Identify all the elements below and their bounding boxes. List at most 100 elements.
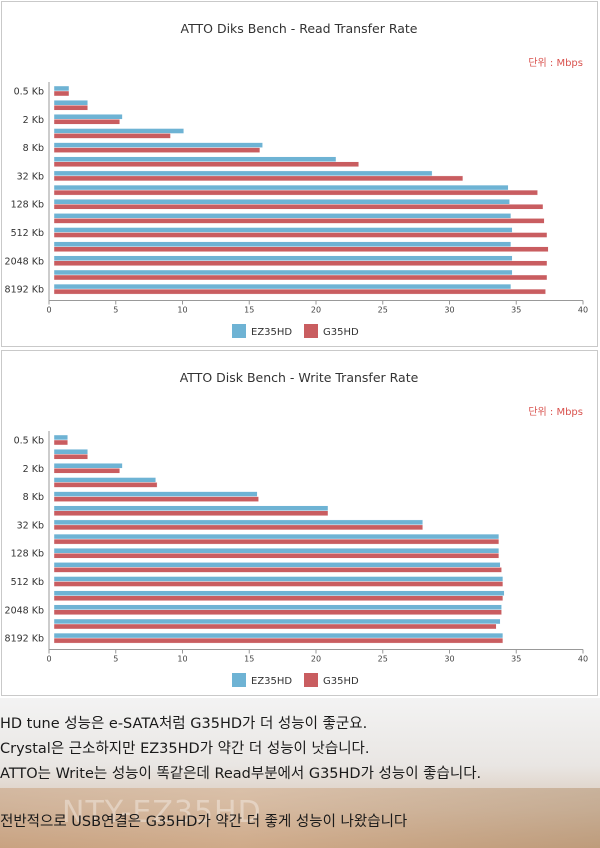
read-bar-ez35hd xyxy=(53,255,513,262)
write-category-tick-label: 2 Kb xyxy=(23,464,44,475)
write-bar-ez35hd xyxy=(53,632,504,639)
write-unit-label: 단위 : Mbps xyxy=(528,405,583,418)
write-category-tick-label: 0.5 Kb xyxy=(14,436,44,447)
note-line-usb-summary: 전반적으로 USB연결은 G35HD가 약간 더 좋게 성능이 나왔습니다 xyxy=(0,814,408,830)
read-bar-ez35hd xyxy=(53,184,509,191)
read-bar-ez35hd xyxy=(53,114,123,120)
read-bar-g35hd xyxy=(53,260,548,266)
write-legend-swatch-ez35hd xyxy=(232,673,246,687)
write-bar-g35hd xyxy=(53,581,504,587)
write-x-tick-label: 15 xyxy=(244,655,254,664)
write-chart-svg: ATTO Disk Bench - Write Transfer Rate 단위 … xyxy=(5,370,588,687)
background-photo: NTY-EZ35HD xyxy=(0,698,600,848)
write-bar-g35hd xyxy=(53,524,423,531)
write-bar-g35hd xyxy=(53,595,504,601)
read-bar-ez35hd xyxy=(53,156,337,163)
read-category-tick-label: 128 Kb xyxy=(11,200,44,211)
read-bar-g35hd xyxy=(53,189,538,196)
note-line-crystal: Crystal은 근소하지만 EZ35HD가 약간 더 성능이 낫습니다. xyxy=(0,741,370,757)
write-bar-ez35hd xyxy=(53,604,502,611)
read-category-tick-label: 2048 Kb xyxy=(5,256,44,267)
write-x-tick-label: 20 xyxy=(311,655,321,664)
read-bar-ez35hd xyxy=(53,241,512,247)
read-chart-title: ATTO Diks Bench - Read Transfer Rate xyxy=(181,21,418,36)
read-category-tick-label: 32 Kb xyxy=(17,171,44,182)
read-bar-ez35hd xyxy=(53,198,510,205)
read-bar-ez35hd xyxy=(53,142,263,148)
write-x-tick-label: 25 xyxy=(378,655,388,664)
read-bar-ez35hd xyxy=(53,128,185,134)
read-bar-g35hd xyxy=(53,175,464,182)
read-x-tick-label: 0 xyxy=(46,306,51,315)
write-category-tick-label: 8192 Kb xyxy=(5,634,44,645)
write-bar-g35hd xyxy=(53,482,158,488)
write-legend-label-g35hd: G35HD xyxy=(323,676,359,687)
read-legend-label-g35hd: G35HD xyxy=(323,327,359,338)
read-transfer-chart: ATTO Diks Bench - Read Transfer Rate 단위 :… xyxy=(1,1,598,347)
write-bar-g35hd xyxy=(53,623,497,630)
read-bar-g35hd xyxy=(53,232,548,238)
read-x-tick-label: 15 xyxy=(244,306,254,315)
write-bar-g35hd xyxy=(53,567,502,573)
read-category-tick-label: 8192 Kb xyxy=(5,285,44,296)
read-bar-g35hd xyxy=(53,161,359,168)
write-category-tick-label: 128 Kb xyxy=(11,549,44,560)
write-legend-swatch-g35hd xyxy=(304,673,318,687)
read-bar-ez35hd xyxy=(53,99,88,106)
read-bar-g35hd xyxy=(53,218,545,224)
read-bar-g35hd xyxy=(53,203,544,210)
write-x-tick-label: 10 xyxy=(177,655,187,664)
write-x-tick-label: 40 xyxy=(578,655,588,664)
write-chart-title: ATTO Disk Bench - Write Transfer Rate xyxy=(180,370,419,385)
note-spacer xyxy=(0,787,600,810)
note-line-atto: ATTO는 Write는 성능이 똑같은데 Read부분에서 G35HD가 성능… xyxy=(0,766,482,782)
read-bar-ez35hd xyxy=(53,227,513,233)
write-transfer-chart: ATTO Disk Bench - Write Transfer Rate 단위 … xyxy=(1,350,598,696)
read-bar-g35hd xyxy=(53,119,121,125)
read-bar-ez35hd xyxy=(53,85,70,92)
note-line-hdtune: HD tune 성능은 e-SATA처럼 G35HD가 더 성능이 좋군요. xyxy=(0,716,368,732)
write-bar-ez35hd xyxy=(53,547,500,554)
write-bar-g35hd xyxy=(53,496,259,502)
write-bar-g35hd xyxy=(53,510,329,517)
write-legend-label-ez35hd: EZ35HD xyxy=(251,676,292,687)
read-bar-g35hd xyxy=(53,104,88,111)
write-x-tick-label: 0 xyxy=(46,655,51,664)
read-legend-label-ez35hd: EZ35HD xyxy=(251,327,292,338)
read-x-tick-label: 30 xyxy=(444,306,454,315)
photo-warm-tone xyxy=(0,788,600,848)
read-unit-label: 단위 : Mbps xyxy=(528,56,583,69)
read-bar-g35hd xyxy=(53,288,546,295)
write-x-tick-label: 30 xyxy=(444,655,454,664)
read-chart-svg: ATTO Diks Bench - Read Transfer Rate 단위 :… xyxy=(5,21,588,338)
write-category-tick-label: 8 Kb xyxy=(23,492,44,503)
write-bar-ez35hd xyxy=(53,533,500,540)
write-bar-g35hd xyxy=(53,439,68,446)
read-legend-swatch-g35hd xyxy=(304,324,318,338)
read-bar-ez35hd xyxy=(53,269,513,276)
write-category-tick-label: 512 Kb xyxy=(11,577,44,588)
review-notes: HD tune 성능은 e-SATA처럼 G35HD가 더 성능이 좋군요. C… xyxy=(0,712,600,835)
read-category-tick-label: 0.5 Kb xyxy=(14,87,44,98)
read-x-tick-label: 25 xyxy=(378,306,388,315)
read-bar-g35hd xyxy=(53,147,261,153)
read-bar-g35hd xyxy=(53,274,548,281)
read-x-tick-label: 20 xyxy=(311,306,321,315)
write-bar-g35hd xyxy=(53,453,88,460)
write-bar-ez35hd xyxy=(53,434,68,441)
write-category-tick-label: 32 Kb xyxy=(17,520,44,531)
write-bar-ez35hd xyxy=(53,618,501,625)
write-bar-ez35hd xyxy=(53,463,123,469)
write-bar-ez35hd xyxy=(53,576,504,582)
write-bar-g35hd xyxy=(53,538,500,545)
read-x-tick-label: 40 xyxy=(578,306,588,315)
write-bar-ez35hd xyxy=(53,590,505,596)
read-bar-ez35hd xyxy=(53,213,512,219)
write-bar-ez35hd xyxy=(53,519,423,526)
read-category-tick-label: 2 Kb xyxy=(23,115,44,126)
write-x-tick-label: 5 xyxy=(113,655,118,664)
read-x-tick-label: 5 xyxy=(113,306,118,315)
read-bar-ez35hd xyxy=(53,283,512,290)
write-bar-ez35hd xyxy=(53,491,258,497)
read-category-tick-label: 8 Kb xyxy=(23,143,44,154)
